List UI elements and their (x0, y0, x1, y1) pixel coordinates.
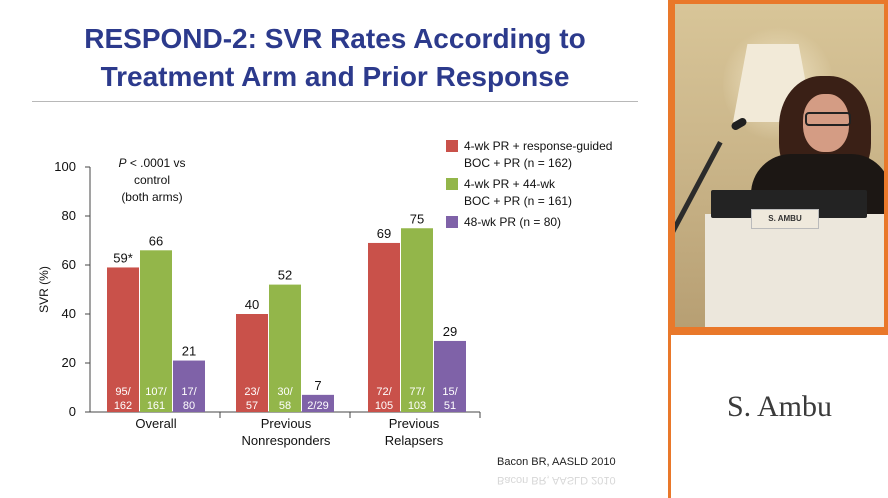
bar-2-3 (401, 228, 433, 412)
citation: Bacon BR, AASLD 2010 (497, 456, 616, 468)
bar-fraction-denominator: 105 (375, 400, 393, 412)
x-category-label: Overall (135, 416, 176, 431)
legend-label: 48-wk PR (n = 80) (464, 215, 561, 229)
legend-label: BOC + PR (n = 162) (464, 156, 572, 170)
p-value-rest: < .0001 vs (126, 156, 185, 170)
legend-swatch-3 (446, 216, 458, 228)
bar-1-2 (236, 314, 268, 412)
p-value-annotation-line2: control (134, 173, 170, 187)
slide-title-line2: Treatment Arm and Prior Response (100, 61, 570, 92)
slide: RESPOND-2: SVR Rates According to Treatm… (20, 20, 650, 486)
legend-label: BOC + PR (n = 161) (464, 194, 572, 208)
y-tick-label: 0 (69, 404, 76, 419)
bar-fraction-denominator: 51 (444, 400, 456, 412)
speaker-name: S. Ambu (726, 390, 833, 423)
speaker-glasses (805, 112, 851, 126)
bar-value-label: 66 (149, 233, 163, 248)
y-tick-label: 80 (62, 208, 76, 223)
bar-fraction-numerator: 30/ (277, 386, 293, 398)
y-tick-label: 20 (62, 355, 76, 370)
bar-1-1 (107, 267, 139, 412)
bar-fraction-denominator: 103 (408, 400, 426, 412)
legend-swatch-2 (446, 178, 458, 190)
bar-value-label: 21 (182, 344, 196, 359)
bar-value-label: 7 (314, 378, 321, 393)
bar-value-label: 75 (410, 211, 424, 226)
p-value-annotation: P < .0001 vs (118, 156, 185, 170)
speaker-video: S. AMBU (675, 4, 884, 327)
panel-divider (668, 0, 671, 498)
bar-fraction-numerator: 15/ (442, 386, 458, 398)
bar-fraction-denominator: 162 (114, 400, 132, 412)
p-value-annotation-line3: (both arms) (121, 190, 182, 204)
title-divider (32, 101, 638, 102)
bar-fraction-numerator: 77/ (409, 386, 425, 398)
bar-fraction-denominator: 58 (279, 400, 291, 412)
x-category-label: Relapsers (385, 433, 444, 448)
bar-2-2 (269, 284, 301, 412)
podium (705, 214, 884, 327)
bar-3-3 (434, 340, 466, 412)
bar-fraction-numerator: 17/ (181, 386, 197, 398)
bar-fraction-numerator: 107/ (145, 386, 167, 398)
x-category-label: Previous (389, 416, 440, 431)
bar-value-label: 59* (113, 250, 133, 265)
legend-swatch-1 (446, 140, 458, 152)
bar-2-1 (140, 250, 172, 412)
x-category-label: Previous (261, 416, 312, 431)
bar-3-1 (173, 360, 205, 412)
video-bottom-rule (671, 331, 888, 335)
bar-fraction-denominator: 161 (147, 400, 165, 412)
bar-value-label: 52 (278, 268, 292, 283)
y-tick-label: 60 (62, 257, 76, 272)
speaker-face (803, 94, 849, 152)
bar-fraction-numerator: 72/ (376, 386, 392, 398)
bar-value-label: 69 (377, 226, 391, 241)
bar-fraction-numerator: 95/ (115, 386, 131, 398)
y-tick-label: 40 (62, 306, 76, 321)
p-value-italic: P (118, 156, 126, 170)
bar-value-label: 29 (443, 324, 457, 339)
bar-1-3 (368, 242, 400, 412)
slide-title-line1: RESPOND-2: SVR Rates According to (84, 23, 586, 54)
x-category-label: Nonresponders (242, 433, 331, 448)
slide-title: RESPOND-2: SVR Rates According to Treatm… (20, 20, 650, 96)
legend-label: 4-wk PR + 44-wk (464, 177, 556, 191)
legend-label: 4-wk PR + response-guided (464, 139, 612, 153)
bar-fraction-denominator: 57 (246, 400, 258, 412)
bar-value-label: 40 (245, 297, 259, 312)
bar-fraction-denominator: 80 (183, 400, 195, 412)
bar-fraction-numerator: 23/ (244, 386, 260, 398)
name-plate: S. AMBU (751, 209, 819, 229)
bar-3-2 (302, 394, 334, 412)
citation-reflection: Bacon BR, AASLD 2010 (497, 474, 616, 486)
speaker-video-frame: S. AMBU (671, 0, 888, 331)
y-tick-label: 100 (54, 159, 76, 174)
bar-fraction-label: 2/29 (307, 400, 328, 412)
y-axis-label: SVR (%) (37, 266, 51, 313)
